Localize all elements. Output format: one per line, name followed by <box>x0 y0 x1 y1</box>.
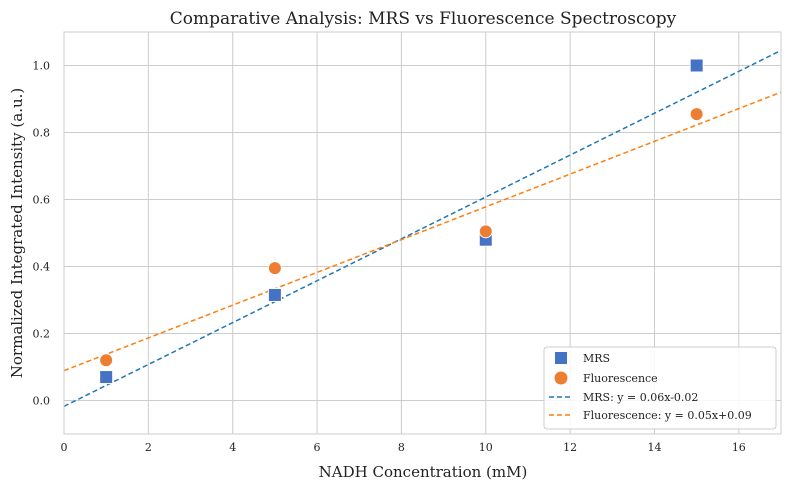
legend-label-fluorescence-fit: Fluorescence: y = 0.05x+0.09 <box>583 409 752 422</box>
y-tick-label: 1.0 <box>33 60 51 73</box>
x-tick-label: 16 <box>732 441 746 454</box>
plot-frame <box>63 31 782 435</box>
legend: MRS Fluorescence MRS: y = 0.06x-0.02 Flu… <box>543 346 777 430</box>
point-fluorescence <box>99 353 114 368</box>
y-tick-label: 0.6 <box>33 194 51 207</box>
y-tick-label: 0.4 <box>33 261 51 274</box>
legend-label-mrs: MRS <box>583 352 610 365</box>
x-tick-label: 8 <box>398 441 405 454</box>
legend-label-fluorescence: Fluorescence <box>583 372 658 385</box>
chart-title: Comparative Analysis: MRS vs Fluorescenc… <box>170 9 677 29</box>
fit-line-mrs <box>63 49 782 408</box>
x-tick-label: 2 <box>145 441 152 454</box>
y-tick-label: 0.2 <box>33 328 51 341</box>
point-mrs <box>99 370 114 385</box>
x-tick-label: 14 <box>647 441 661 454</box>
legend-marker-fluorescence <box>554 371 568 385</box>
x-tick-label: 10 <box>479 441 493 454</box>
legend-marker-mrs <box>555 352 567 364</box>
x-tick-label: 12 <box>563 441 577 454</box>
x-tick-label: 4 <box>229 441 236 454</box>
legend-box <box>543 346 777 430</box>
legend-label-mrs-fit: MRS: y = 0.06x-0.02 <box>583 391 698 404</box>
point-mrs <box>689 58 704 73</box>
x-tick-label: 0 <box>61 441 68 454</box>
y-axis-label: Normalized Integrated Intensity (a.u.) <box>8 88 26 378</box>
point-fluorescence <box>478 224 493 239</box>
fit-line-fluorescence <box>63 91 782 372</box>
data-points <box>99 58 704 385</box>
y-tick-label: 0.0 <box>33 395 51 408</box>
point-fluorescence <box>267 261 282 276</box>
y-ticks: 0.0 0.2 0.4 0.6 0.8 1.0 <box>33 60 51 408</box>
x-ticks: 0 2 4 6 8 10 12 14 16 <box>61 441 746 454</box>
x-axis-label: NADH Concentration (mM) <box>319 463 528 481</box>
y-tick-label: 0.8 <box>33 127 51 140</box>
fit-lines <box>63 49 782 408</box>
point-mrs <box>267 287 282 302</box>
x-tick-label: 6 <box>314 441 321 454</box>
point-fluorescence <box>689 107 704 122</box>
grid <box>64 32 781 434</box>
